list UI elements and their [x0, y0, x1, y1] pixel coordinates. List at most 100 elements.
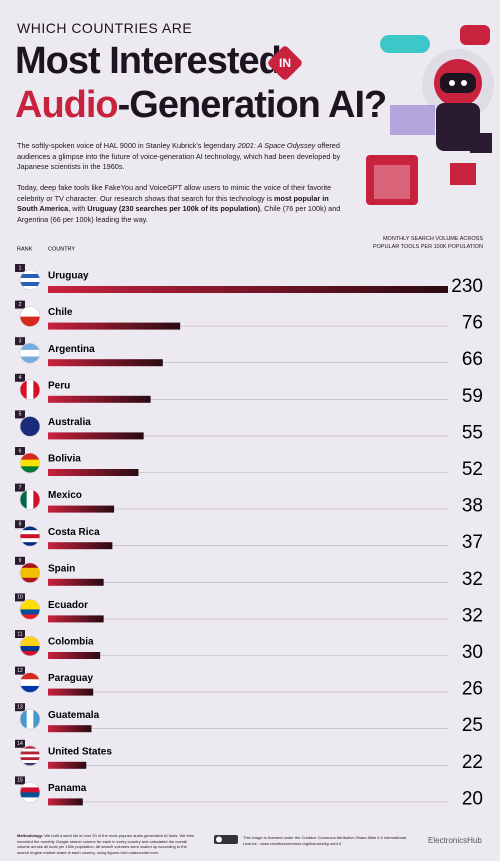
value-header-box: MONTHLY SEARCH VOLUME ACROSS POPULAR TOO…	[372, 236, 483, 250]
flag	[20, 379, 40, 400]
flag-stripe	[20, 567, 40, 574]
value-label: 76	[462, 313, 483, 334]
intro: The softly-spoken voice of HAL 9000 in S…	[17, 141, 347, 173]
flag	[20, 562, 40, 583]
flag-stripe	[33, 379, 40, 400]
rank-badge	[15, 264, 25, 272]
title-rest: -Generation AI?	[117, 84, 388, 126]
flag	[20, 526, 40, 547]
flag-stripe	[20, 641, 40, 647]
flag-stripe	[26, 379, 34, 400]
value-label: 32	[462, 605, 483, 626]
country: Bolivia	[48, 454, 81, 465]
value-label: 38	[462, 496, 483, 517]
rank-badge	[15, 373, 25, 382]
rank: 1	[19, 265, 22, 271]
bar	[48, 761, 87, 769]
country: Ecuador	[48, 600, 88, 611]
bar	[48, 359, 163, 367]
flag	[20, 489, 40, 510]
text: Today, deep fake tools like FakeYou and …	[17, 183, 332, 203]
value-label: 37	[462, 532, 483, 553]
flag	[20, 672, 40, 693]
flag-ring	[19, 745, 41, 767]
flag-stripe	[20, 562, 40, 569]
flag	[20, 636, 40, 656]
value-label: 25	[462, 715, 483, 736]
title: Audio-Generation AI?	[15, 84, 388, 127]
flag-ring	[19, 782, 41, 803]
kicker: WHICH COUNTRIES ARE	[17, 20, 193, 36]
flag-stripe	[20, 349, 40, 357]
bar	[48, 725, 92, 733]
flag-ring	[19, 708, 41, 730]
value-label: 66	[462, 349, 483, 370]
flag-stripe	[20, 572, 40, 579]
rank-badge	[15, 447, 25, 455]
flag-stripe	[20, 459, 40, 467]
bar	[48, 652, 101, 659]
flag	[20, 343, 40, 364]
flag	[20, 416, 40, 437]
flag-stripe	[20, 757, 40, 761]
flag	[20, 270, 40, 290]
value-label: 55	[462, 422, 483, 443]
text: , Chile (76 per 100k) and Argentina (66 …	[17, 204, 341, 224]
country: Australia	[48, 417, 91, 428]
flag-stripe	[20, 646, 40, 652]
text: We built a seed list of over 20 of the m…	[17, 833, 195, 855]
flag-stripe	[20, 614, 40, 620]
text: 2001: A Space Odyssey	[237, 141, 316, 150]
bar	[48, 286, 448, 293]
rank-badge	[15, 776, 25, 785]
value-label: 20	[462, 788, 483, 809]
bar	[48, 798, 83, 806]
flag	[20, 453, 40, 473]
flag-stripe	[20, 489, 27, 510]
flag-stripe	[20, 270, 40, 275]
flag-ring	[19, 379, 41, 401]
flag-stripe	[20, 797, 40, 803]
brand: ElectronicsHub	[428, 836, 482, 845]
title-highlight: Audio	[15, 84, 119, 126]
flag	[20, 599, 40, 620]
value-header: MONTHLY SEARCH VOLUME ACROSS POPULAR TOO…	[372, 236, 483, 250]
flag-ring	[19, 269, 41, 291]
title: Most Interested	[15, 40, 282, 82]
rank: 7	[19, 485, 22, 491]
country: Argentina	[48, 344, 95, 355]
flag-stripe	[20, 782, 40, 788]
value-label: 22	[462, 752, 483, 773]
flag-ring	[19, 342, 41, 364]
bar	[48, 578, 104, 586]
country: Paraguay	[48, 673, 93, 684]
flag-stripe	[20, 282, 40, 287]
rank: 4	[19, 375, 22, 381]
flag-stripe	[20, 453, 40, 460]
rank: 9	[19, 558, 22, 564]
flag-stripe	[20, 685, 40, 693]
value-label: 26	[462, 679, 483, 700]
bar	[48, 469, 139, 476]
illustration	[366, 25, 494, 205]
text: Uruguay (230 searches per 100k of its po…	[87, 204, 261, 213]
flag-stripe	[20, 278, 40, 283]
flag-stripe	[20, 286, 40, 290]
flag-stripe	[20, 604, 40, 610]
rank: 11	[17, 631, 22, 637]
chart: RANK COUNTRY MONTHLY SEARCH VOLUME ACROS…	[15, 236, 483, 809]
flag-stripe	[20, 316, 40, 327]
rank-badge	[15, 666, 25, 675]
flag-stripe	[20, 748, 40, 752]
flag-stripe	[20, 356, 40, 364]
flag-ring	[19, 635, 41, 657]
flag-stripe	[20, 577, 40, 583]
flag-ring	[19, 452, 41, 474]
bar	[48, 542, 113, 550]
flag-stripe	[20, 343, 40, 351]
flag-stripe	[20, 534, 40, 539]
cc-icon	[214, 835, 238, 844]
country: Panama	[48, 783, 87, 794]
rank: 2	[19, 302, 22, 308]
rank-badge	[15, 300, 25, 309]
